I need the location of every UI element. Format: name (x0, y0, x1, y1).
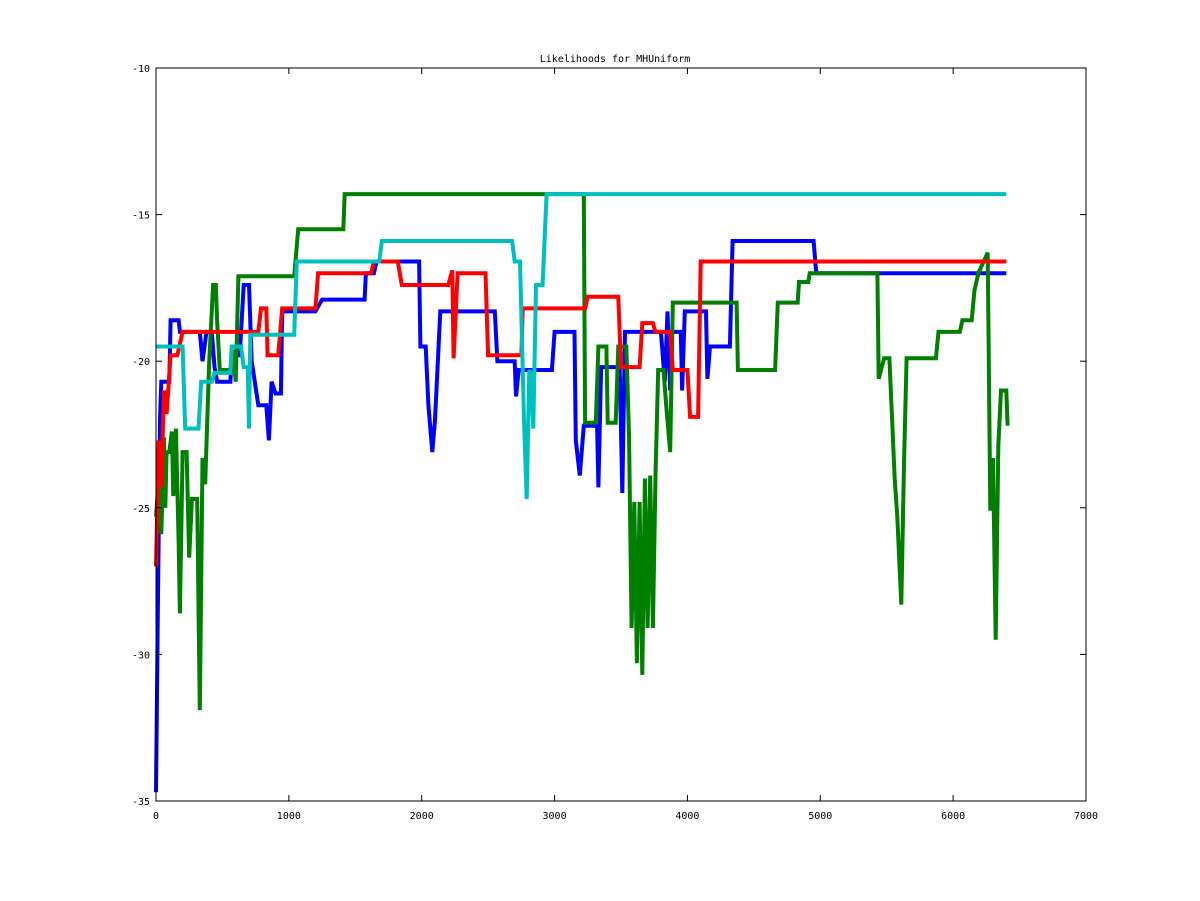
x-tick-label: 1000 (277, 811, 301, 822)
x-tick-label: 7000 (1074, 811, 1098, 822)
y-tick-label: -35 (132, 797, 150, 808)
y-tick-label: -15 (132, 211, 150, 222)
series-line-2 (154, 192, 1010, 711)
series-layer (154, 192, 1010, 793)
series-line-4 (156, 192, 1007, 500)
y-tick-label: -30 (132, 650, 150, 661)
y-tick-label: -25 (132, 504, 150, 515)
x-tick-label: 0 (153, 811, 159, 822)
y-tick-label: -10 (132, 64, 150, 75)
x-tick-label: 6000 (941, 811, 965, 822)
x-tick-label: 5000 (808, 811, 832, 822)
x-tick-label: 2000 (410, 811, 434, 822)
axes-layer: 0 1000 2000 3000 4000 5000 6000 7000 -35 -30 -25 -2… (132, 64, 1098, 822)
y-tick-label: -20 (132, 357, 150, 368)
x-tick-label: 3000 (543, 811, 567, 822)
chart-title: Likelihoods for MHUniform (540, 54, 691, 65)
series-line-3 (154, 259, 1007, 567)
x-tick-label: 4000 (675, 811, 699, 822)
plot-frame (155, 67, 1087, 802)
